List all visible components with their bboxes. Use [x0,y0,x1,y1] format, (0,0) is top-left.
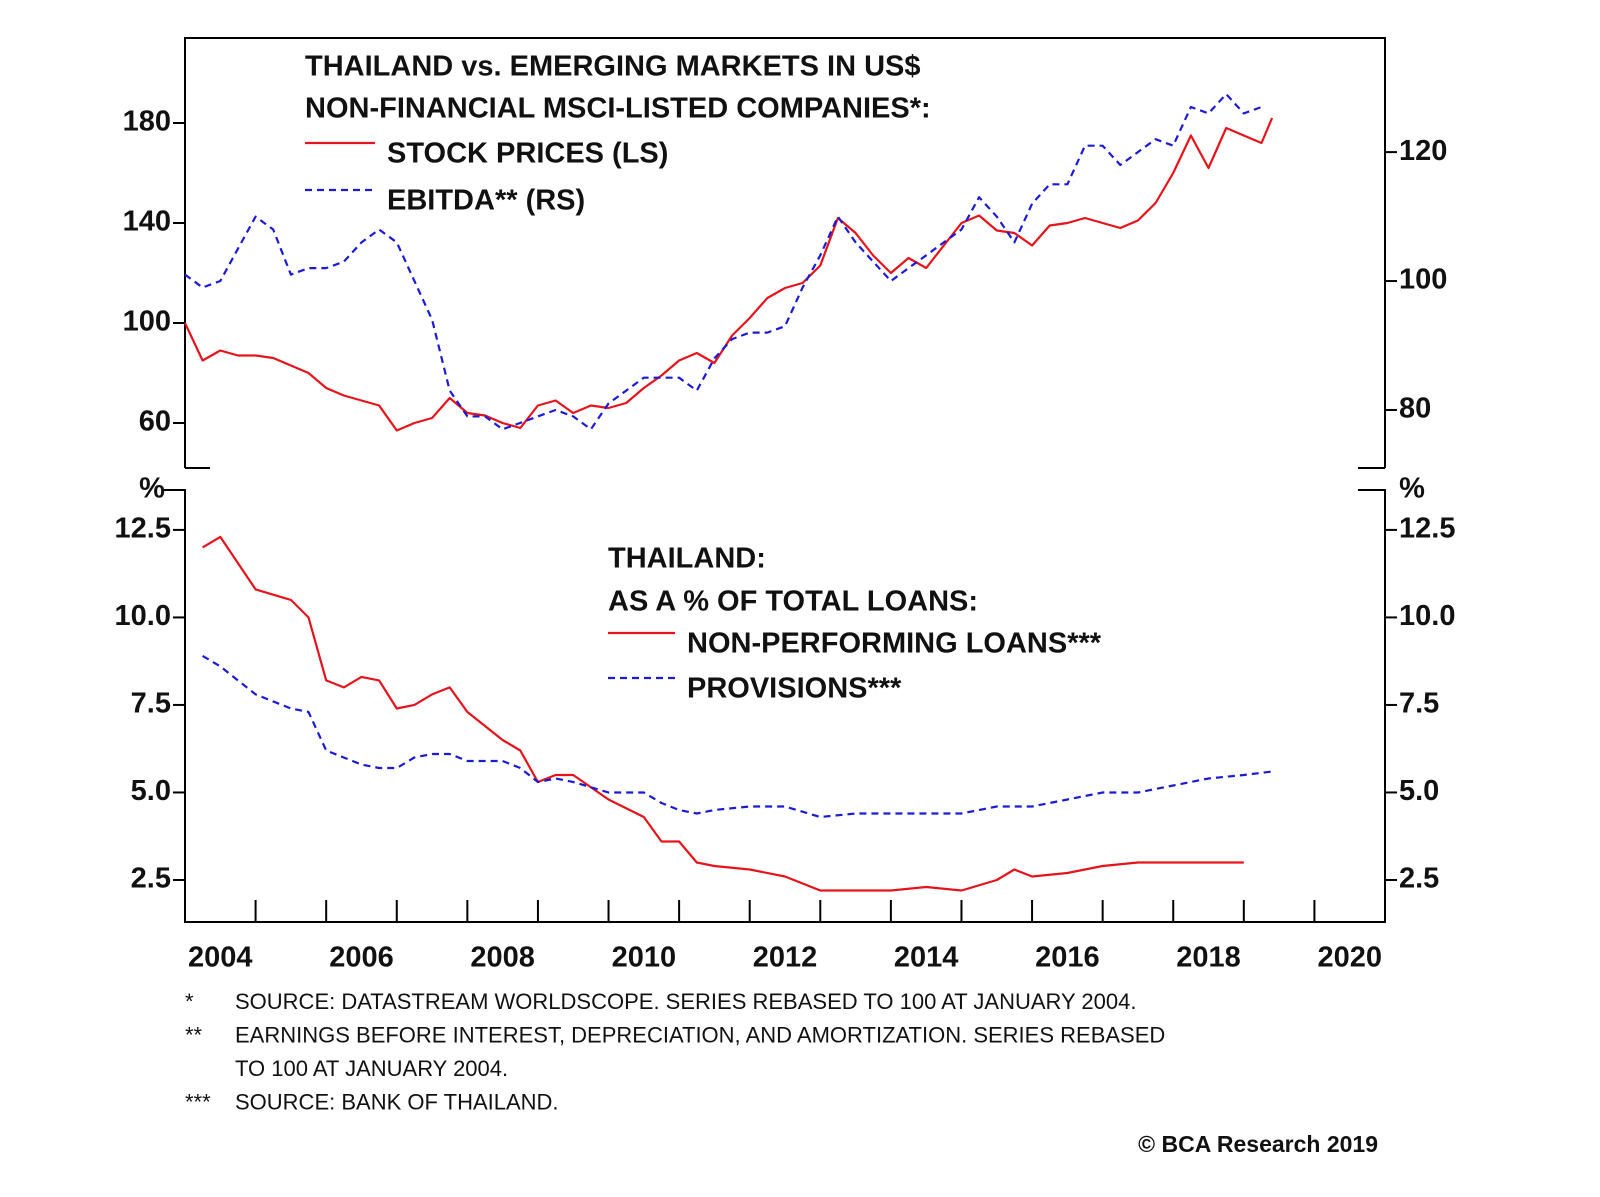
x-tick-label: 2018 [1176,942,1241,974]
y-tick-label: 60 [139,406,171,438]
bottom-frame [163,489,1386,923]
footnote-text: SOURCE: BANK OF THAILAND. [235,1089,559,1114]
x-tick-label: 2014 [894,942,959,974]
legend-label: PROVISIONS*** [687,673,902,705]
chart-title: AS A % OF TOTAL LOANS: [608,586,978,618]
x-tick-label: 2016 [1035,942,1100,974]
footnote-text: TO 100 AT JANUARY 2004. [235,1056,508,1081]
y-tick-label: 7.5 [131,688,171,720]
footnote-text: SOURCE: DATASTREAM WORLDSCOPE. SERIES RE… [235,989,1136,1014]
y2-tick-label: 5.0 [1399,775,1439,807]
y2-axis-label: % [1399,473,1425,505]
footnote-mark: ** [185,1022,203,1047]
x-tick-label: 2010 [612,942,677,974]
x-tick-label: 2004 [188,942,253,974]
y-tick-label: 12.5 [115,513,171,545]
legend-label: EBITDA** (RS) [387,185,585,217]
y-tick-label: 180 [123,106,171,138]
x-tick-label: 2020 [1317,942,1382,974]
top-frame [184,37,1386,469]
series-line [184,117,1274,432]
x-tick-label: 2006 [329,942,394,974]
series-line [202,654,1273,819]
y-tick-label: 10.0 [115,600,171,632]
series-line [184,93,1262,431]
y-tick-label: 5.0 [131,775,171,807]
y2-tick-label: 80 [1399,393,1431,425]
footnote-mark: * [185,989,194,1014]
chart-title: THAILAND: [608,543,766,575]
chart-title: THAILAND vs. EMERGING MARKETS IN US$ [305,51,921,83]
legend-label: STOCK PRICES (LS) [387,138,668,170]
y-tick-label: 100 [123,306,171,338]
series-line [202,535,1244,892]
legend-label: NON-PERFORMING LOANS*** [687,628,1102,660]
chart-title: NON-FINANCIAL MSCI-LISTED COMPANIES*: [305,93,931,125]
footnote-text: EARNINGS BEFORE INTEREST, DEPRECIATION, … [235,1022,1165,1047]
y2-tick-label: 2.5 [1399,863,1439,895]
x-tick-label: 2012 [753,942,818,974]
y-axis-label: % [139,473,165,505]
y2-tick-label: 12.5 [1399,513,1455,545]
footnote-mark: *** [185,1089,211,1114]
y2-tick-label: 100 [1399,264,1447,296]
y2-tick-label: 10.0 [1399,600,1455,632]
credit: © BCA Research 2019 [1138,1131,1378,1157]
y2-tick-label: 7.5 [1399,688,1439,720]
y-tick-label: 140 [123,206,171,238]
y2-tick-label: 120 [1399,135,1447,167]
y-tick-label: 2.5 [131,863,171,895]
x-tick-label: 2008 [470,942,535,974]
